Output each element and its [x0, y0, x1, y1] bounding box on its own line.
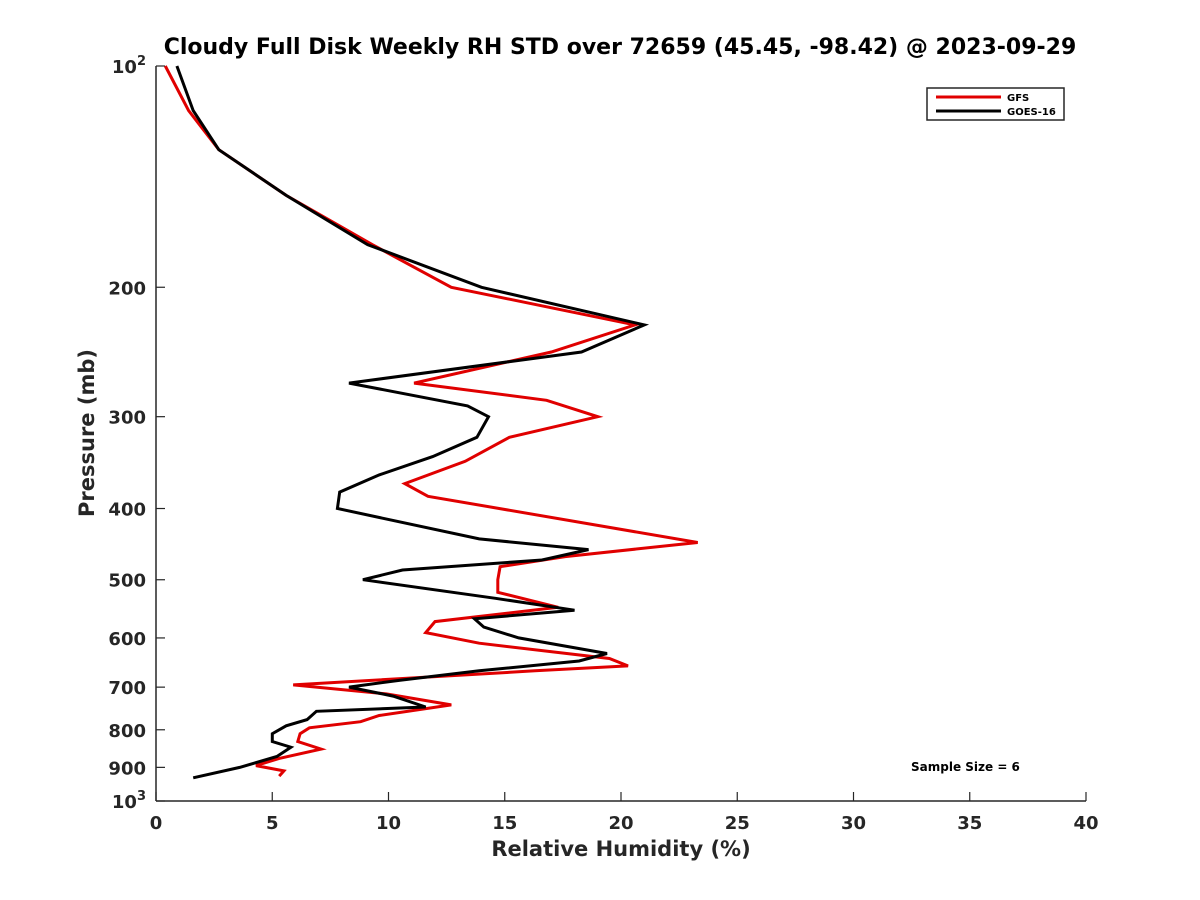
x-tick-label: 30 — [841, 813, 866, 834]
plot-area: 0 5 10 15 20 25 30 35 40 102 200 300 400 500 600 700 800… — [108, 54, 1098, 834]
x-tick-label: 20 — [608, 813, 633, 834]
y-tick-label: 200 — [108, 278, 146, 299]
y-tick-label: 400 — [108, 500, 146, 521]
x-axis-label: Relative Humidity (%) — [491, 837, 750, 861]
y-tick-label: 103 — [112, 789, 146, 813]
y-tick-label: 102 — [112, 54, 146, 78]
legend-box — [926, 87, 1065, 121]
x-tick-label: 40 — [1073, 813, 1098, 834]
y-tick-label: 700 — [108, 678, 146, 699]
legend-label: GOES-16 — [1007, 107, 1056, 118]
sample-size-annotation: Sample Size = 6 — [911, 760, 1020, 774]
x-tick-label: 15 — [492, 813, 517, 834]
y-tick-label: 600 — [108, 629, 146, 650]
y-tick-label: 300 — [108, 408, 146, 429]
y-tick-label: 800 — [108, 721, 146, 742]
legend-label: GFS — [1007, 93, 1029, 104]
series-line-gfs — [163, 65, 698, 778]
legend: GFS GOES-16 — [926, 87, 1065, 121]
series-line-goes-16 — [175, 65, 650, 780]
y-axis-label: Pressure (mb) — [75, 349, 99, 517]
chart-title: Cloudy Full Disk Weekly RH STD over 7265… — [164, 35, 1077, 60]
y-tick-label: 500 — [108, 571, 146, 592]
x-tick-label: 25 — [725, 813, 750, 834]
x-tick-label: 0 — [150, 813, 163, 834]
x-tick-label: 10 — [376, 813, 401, 834]
x-tick-label: 35 — [957, 813, 982, 834]
y-tick-label: 900 — [108, 758, 146, 779]
x-tick-label: 5 — [266, 813, 279, 834]
